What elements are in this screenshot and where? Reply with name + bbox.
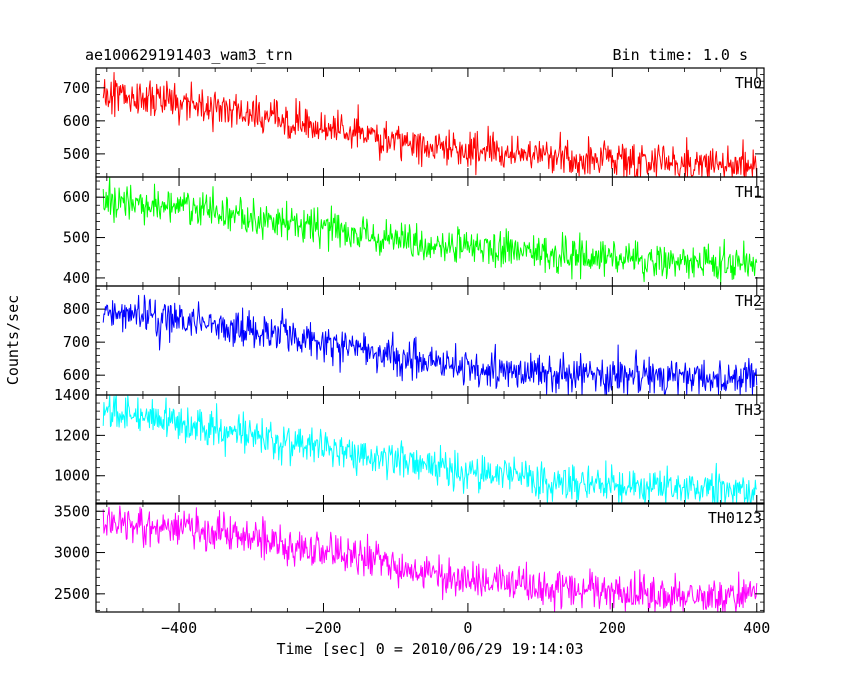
ytick-label: 1200 — [54, 426, 90, 444]
panel-label-th1: TH1 — [735, 183, 762, 201]
ytick-label: 700 — [63, 333, 90, 351]
panel-frame-th0 — [95, 67, 765, 178]
ytick-label: 1000 — [54, 467, 90, 485]
xtick-label: 400 — [743, 619, 770, 637]
series-th0 — [102, 72, 758, 178]
panel-label-th0123: TH0123 — [708, 509, 762, 527]
ytick-label: 400 — [63, 269, 90, 287]
ytick-label: 600 — [63, 112, 90, 130]
series-th0123 — [102, 505, 758, 613]
ytick-label: 600 — [63, 366, 90, 384]
panel-frame-th0123 — [95, 502, 765, 613]
bin-time-label: Bin time: 1.0 s — [612, 46, 748, 64]
panel-frame-th1 — [95, 176, 765, 287]
ytick-label: 700 — [63, 79, 90, 97]
xtick-label: 0 — [463, 619, 472, 637]
panel-frame-th3 — [95, 394, 765, 505]
ytick-label: 3000 — [54, 544, 90, 562]
chart-title: ae100629191403_wam3_trn — [85, 46, 293, 64]
series-th2 — [102, 294, 758, 396]
series-th1 — [102, 176, 758, 286]
ytick-label: 500 — [63, 229, 90, 247]
panel-label-th0: TH0 — [735, 74, 762, 92]
ytick-label: 800 — [63, 300, 90, 318]
ytick-label: 3500 — [54, 502, 90, 520]
ytick-label: 1400 — [54, 386, 90, 404]
xtick-label: −200 — [305, 619, 341, 637]
y-axis-label: Counts/sec — [4, 295, 22, 385]
xtick-label: −400 — [161, 619, 197, 637]
ytick-label: 500 — [63, 145, 90, 163]
panel-label-th3: TH3 — [735, 401, 762, 419]
ytick-label: 2500 — [54, 585, 90, 603]
x-axis-label: Time [sec] 0 = 2010/06/29 19:14:03 — [276, 640, 583, 658]
series-th3 — [102, 394, 757, 505]
panel-label-th2: TH2 — [735, 292, 762, 310]
ytick-label: 600 — [63, 188, 90, 206]
xtick-label: 200 — [599, 619, 626, 637]
